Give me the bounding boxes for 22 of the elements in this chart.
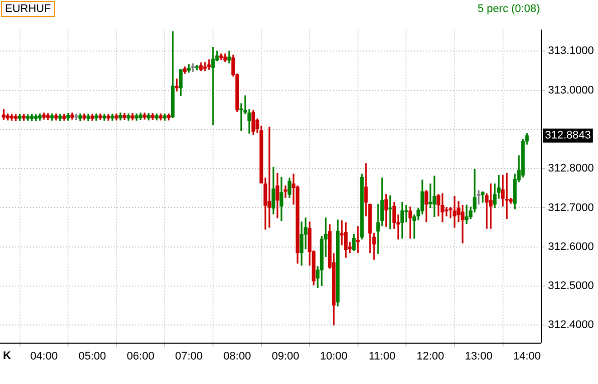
- y-tick-label: 313.1000: [548, 45, 594, 58]
- y-tick-label: 312.8000: [548, 162, 594, 175]
- chart-title: EURHUF: [1, 1, 55, 17]
- y-tick-label: 312.4000: [548, 319, 594, 332]
- text: K: [3, 350, 11, 362]
- x-tick-label: 07:00: [175, 350, 203, 362]
- x-tick-label: 05:00: [78, 350, 106, 362]
- text: 312.8843: [545, 130, 591, 142]
- x-tick-label: 09:00: [272, 350, 300, 362]
- x-tick-label: 08:00: [223, 350, 251, 362]
- x-tick-label: 13:00: [464, 350, 492, 362]
- y-tick-label: 312.6000: [548, 240, 594, 253]
- x-tick-label: 12:00: [416, 350, 444, 362]
- x-tick-label: 04:00: [30, 350, 58, 362]
- x-tick-label: 06:00: [126, 350, 154, 362]
- y-tick-label: 312.7000: [548, 202, 594, 214]
- y-tick-label: 312.5000: [548, 280, 594, 292]
- chart-subtitle: 5 perc (0:08): [478, 3, 540, 15]
- x-tick-label: 14:00: [513, 350, 541, 362]
- x-tick-label: 11:00: [368, 350, 396, 362]
- y-tick-label: 313.0000: [548, 84, 594, 96]
- x-tick-label: 10:00: [320, 350, 348, 362]
